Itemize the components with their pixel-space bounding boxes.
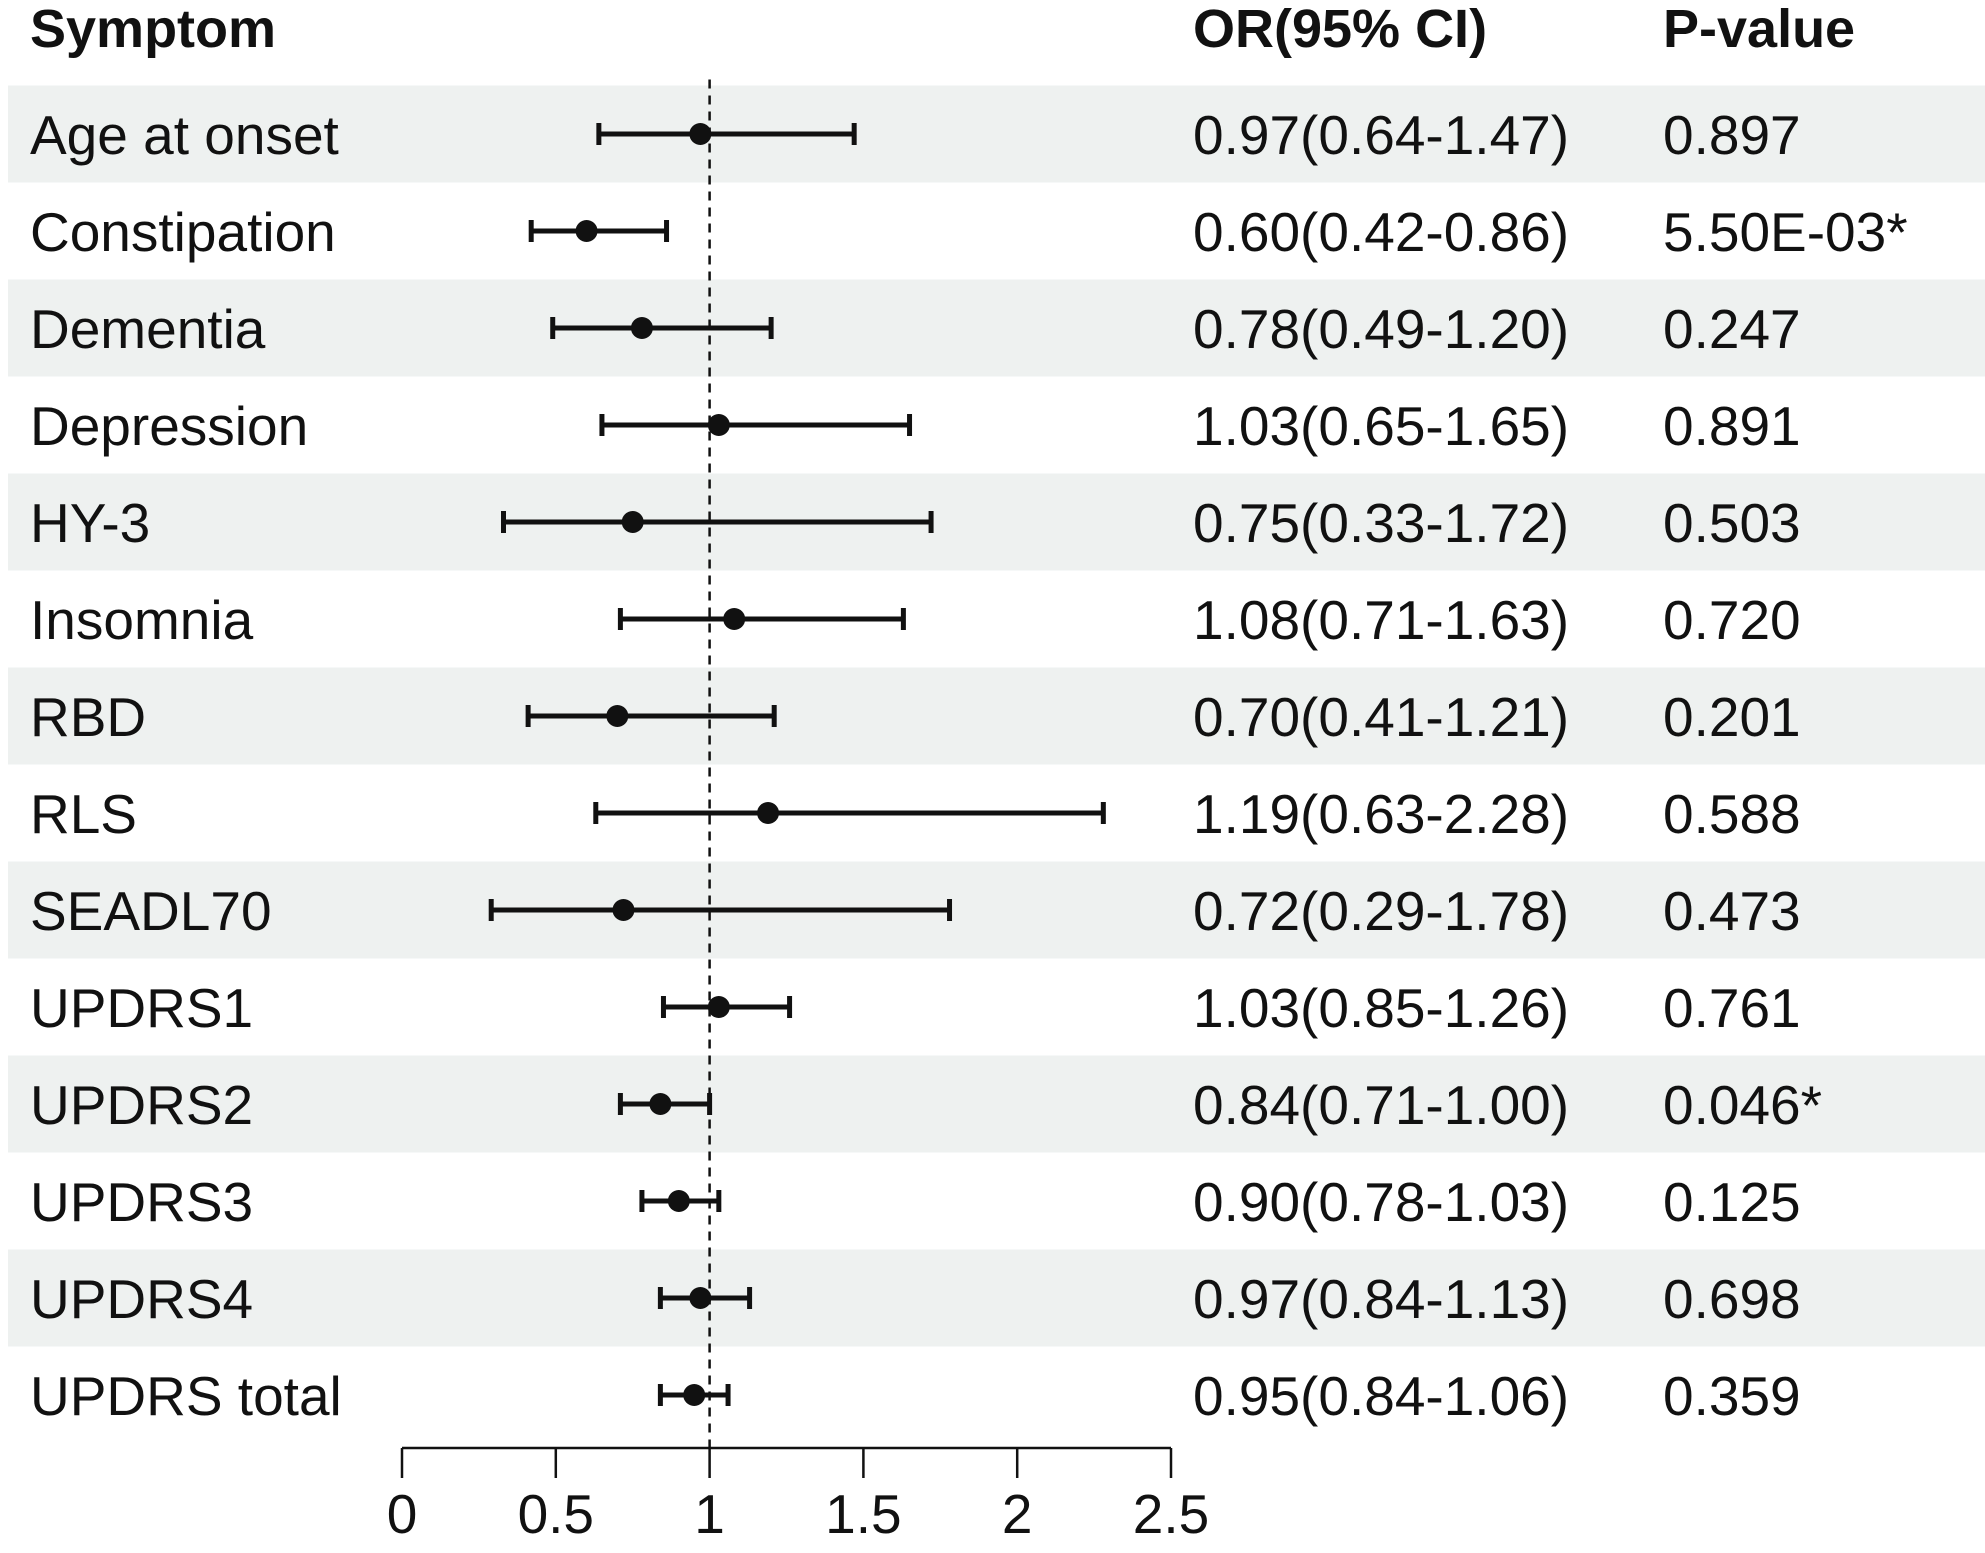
x-tick-label: 1.5 — [825, 1483, 901, 1545]
row-stripe — [8, 667, 1985, 765]
or-point — [707, 996, 730, 1018]
or-ci-value: 0.70(0.41-1.21) — [1193, 686, 1569, 748]
pvalue-value: 0.046* — [1663, 1074, 1822, 1136]
pvalue-value: 0.897 — [1663, 104, 1801, 166]
pvalue-value: 0.698 — [1663, 1268, 1801, 1330]
or-ci-value: 0.78(0.49-1.20) — [1193, 298, 1569, 360]
pvalue-value: 0.761 — [1663, 977, 1801, 1039]
or-point — [649, 1093, 672, 1115]
or-point — [606, 705, 629, 727]
symptom-label: UPDRS1 — [30, 977, 253, 1039]
symptom-label: Constipation — [30, 201, 336, 263]
or-point — [689, 1287, 712, 1309]
row-stripes — [8, 85, 1985, 1347]
or-ci-column: 0.97(0.64-1.47) 0.60(0.42-0.86) 0.78(0.49-… — [1193, 104, 1569, 1427]
row-stripe — [8, 473, 1985, 571]
row-stripe — [8, 85, 1985, 183]
or-ci-value: 1.08(0.71-1.63) — [1193, 589, 1569, 651]
or-point — [707, 414, 730, 436]
or-point — [575, 220, 598, 242]
or-point — [621, 511, 644, 533]
symptom-label: RBD — [30, 686, 146, 748]
or-point — [612, 899, 635, 921]
symptom-label: UPDRS3 — [30, 1171, 253, 1233]
or-ci-value: 0.84(0.71-1.00) — [1193, 1074, 1569, 1136]
or-point — [667, 1190, 690, 1212]
or-ci-value: 1.03(0.65-1.65) — [1193, 395, 1569, 457]
pvalue-column: 0.897 5.50E-03* 0.247 0.891 0.503 0.720 0.201 0… — [1663, 104, 1908, 1427]
symptom-labels: Age at onset Constipation Dementia Depressi… — [30, 104, 342, 1427]
or-point — [683, 1384, 706, 1406]
or-point — [630, 317, 653, 339]
pvalue-value: 0.720 — [1663, 589, 1801, 651]
symptom-label: Dementia — [30, 298, 266, 360]
symptom-label: Insomnia — [30, 589, 254, 651]
or-point — [689, 123, 712, 145]
symptom-label: Depression — [30, 395, 308, 457]
header-symptom: Symptom — [30, 0, 276, 59]
x-tick-label: 1 — [694, 1483, 725, 1545]
row-stripe — [8, 861, 1985, 959]
pvalue-value: 5.50E-03* — [1663, 201, 1908, 263]
or-ci-value: 0.75(0.33-1.72) — [1193, 492, 1569, 554]
pvalue-value: 0.891 — [1663, 395, 1801, 457]
symptom-label: HY-3 — [30, 492, 150, 554]
symptom-label: UPDRS4 — [30, 1268, 253, 1330]
pvalue-value: 0.359 — [1663, 1365, 1801, 1427]
pvalue-value: 0.588 — [1663, 783, 1801, 845]
x-tick-label: 2.5 — [1133, 1483, 1209, 1545]
header-pvalue: P-value — [1663, 0, 1855, 59]
pvalue-value: 0.247 — [1663, 298, 1801, 360]
or-ci-value: 1.19(0.63-2.28) — [1193, 783, 1569, 845]
or-ci-value: 1.03(0.85-1.26) — [1193, 977, 1569, 1039]
symptom-label: UPDRS2 — [30, 1074, 253, 1136]
x-tick-label: 0 — [387, 1483, 418, 1545]
pvalue-value: 0.503 — [1663, 492, 1801, 554]
or-point — [757, 802, 780, 824]
pvalue-value: 0.201 — [1663, 686, 1801, 748]
pvalue-value: 0.125 — [1663, 1171, 1801, 1233]
or-ci-value: 0.95(0.84-1.06) — [1193, 1365, 1569, 1427]
x-tick-label: 2 — [1002, 1483, 1033, 1545]
or-ci-value: 0.72(0.29-1.78) — [1193, 880, 1569, 942]
ci-marks — [488, 123, 1106, 1406]
row-stripe — [8, 1055, 1985, 1153]
symptom-label: SEADL70 — [30, 880, 272, 942]
or-point — [723, 608, 746, 630]
symptom-label: Age at onset — [30, 104, 339, 166]
or-ci-value: 0.90(0.78-1.03) — [1193, 1171, 1569, 1233]
or-ci-value: 0.60(0.42-0.86) — [1193, 201, 1569, 263]
or-ci-value: 0.97(0.64-1.47) — [1193, 104, 1569, 166]
x-axis: 0 0.5 1 1.5 2 2.5 — [387, 1446, 1209, 1545]
symptom-label: UPDRS total — [30, 1365, 342, 1427]
or-ci-value: 0.97(0.84-1.13) — [1193, 1268, 1569, 1330]
symptom-label: RLS — [30, 783, 137, 845]
x-tick-label: 0.5 — [518, 1483, 594, 1545]
pvalue-value: 0.473 — [1663, 880, 1801, 942]
row-stripe — [8, 279, 1985, 377]
header-or-ci: OR(95% CI) — [1193, 0, 1487, 59]
row-stripe — [8, 1249, 1985, 1347]
